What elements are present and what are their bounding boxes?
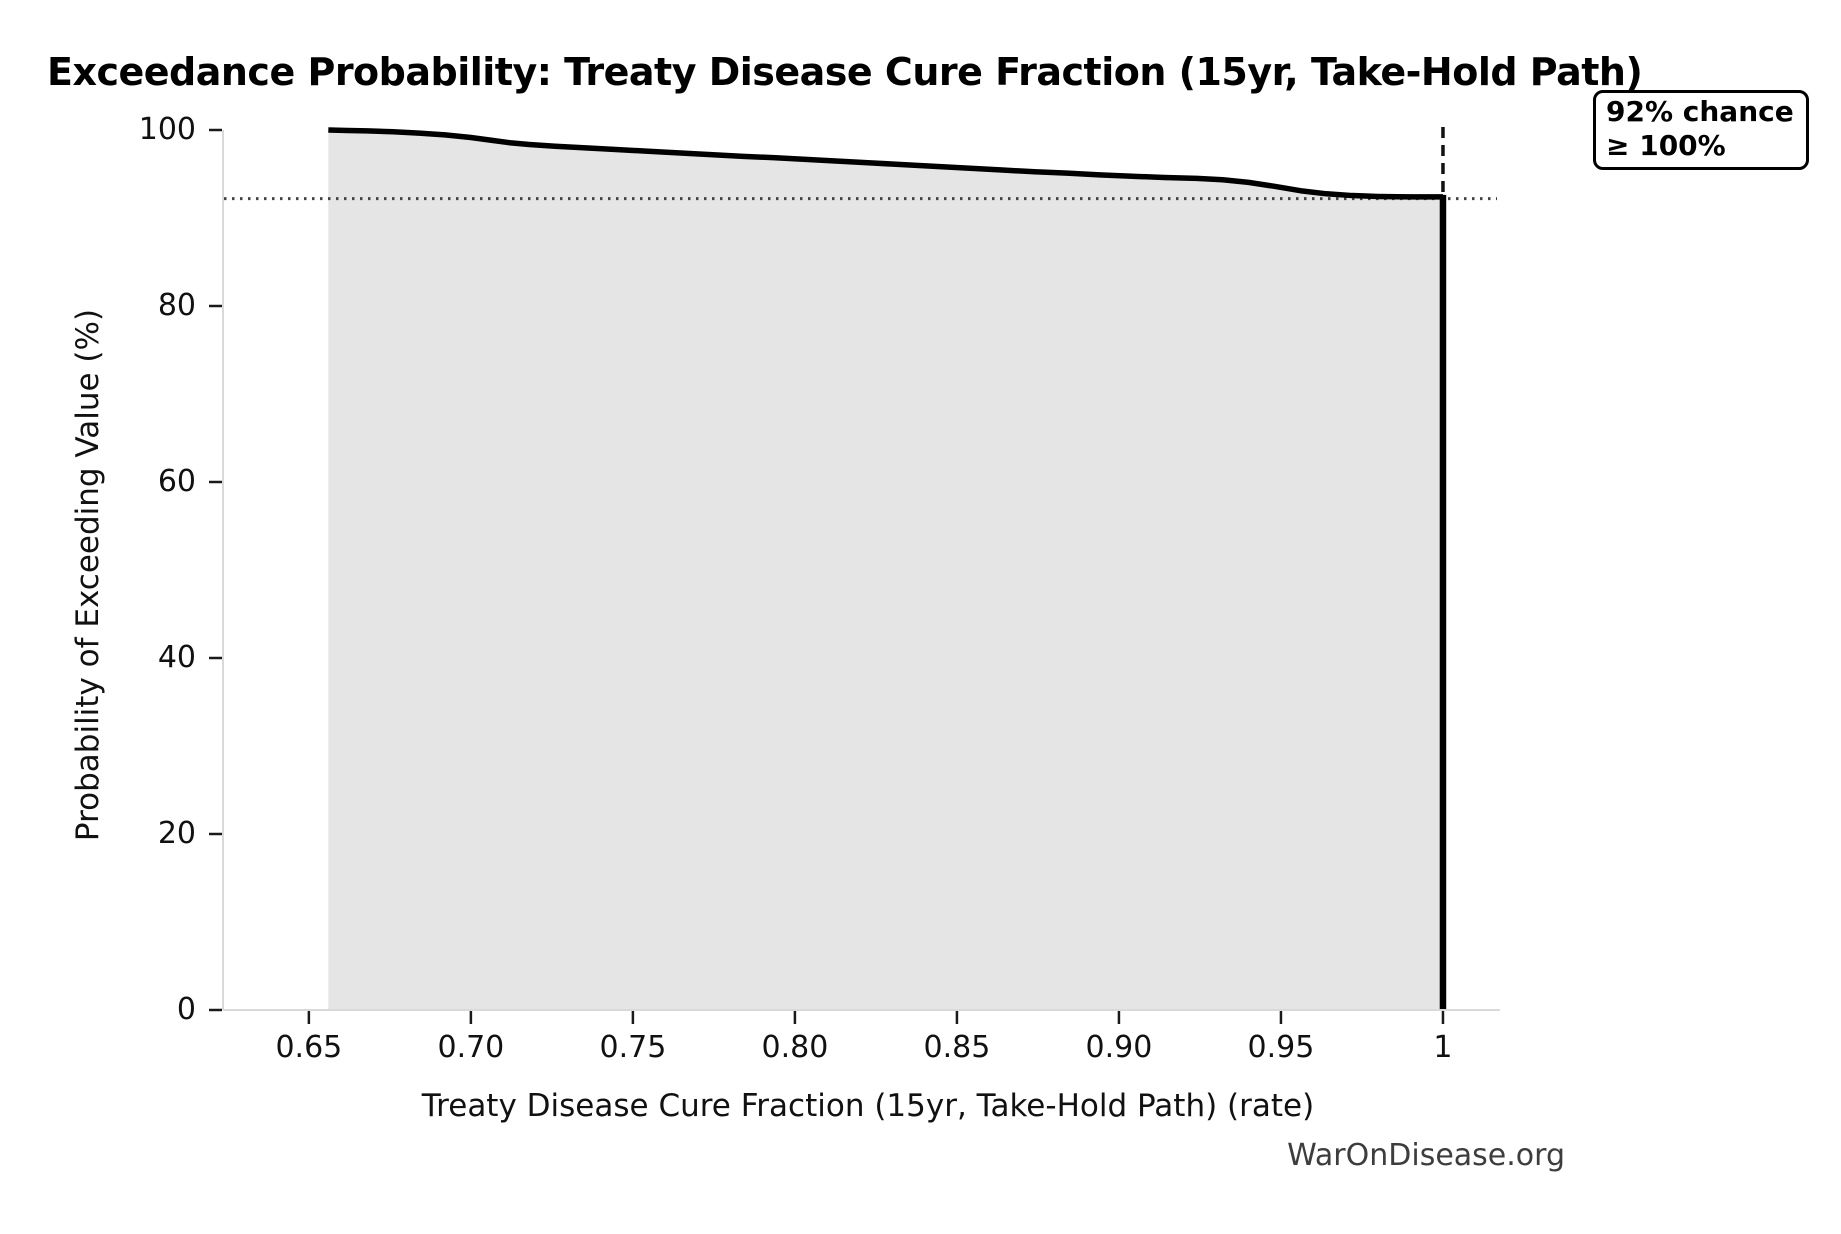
x-axis-label: Treaty Disease Cure Fraction (15yr, Take… bbox=[421, 1088, 1315, 1124]
y-tick-label: 40 bbox=[157, 640, 196, 675]
exceedance-curve bbox=[328, 127, 1443, 200]
y-axis-label: Probability of Exceeding Value (%) bbox=[70, 308, 106, 842]
x-tick-label: 0.70 bbox=[437, 1030, 505, 1065]
annotation-line1: 92% chance bbox=[1606, 95, 1794, 128]
x-tick-label: 0.85 bbox=[923, 1030, 991, 1065]
x-tick-label: 1 bbox=[1433, 1030, 1453, 1065]
y-tick-label: 80 bbox=[157, 288, 196, 323]
x-tick-label: 0.90 bbox=[1085, 1030, 1153, 1065]
y-tick-label: 60 bbox=[157, 464, 196, 499]
watermark: WarOnDisease.org bbox=[1287, 1138, 1565, 1173]
x-tick-label: 0.75 bbox=[599, 1030, 667, 1065]
annotation-box: 92% chance ≥ 100% bbox=[1593, 90, 1809, 170]
y-tick-label: 0 bbox=[176, 992, 196, 1027]
y-tick-label: 100 bbox=[138, 112, 196, 147]
annotation-line2: ≥ 100% bbox=[1606, 129, 1726, 162]
y-tick-label: 20 bbox=[157, 816, 196, 851]
exceedance-area-fill bbox=[328, 130, 1443, 1010]
chart-title: Exceedance Probability: Treaty Disease C… bbox=[47, 50, 1643, 94]
x-tick-label: 0.95 bbox=[1247, 1030, 1315, 1065]
x-tick-label: 0.80 bbox=[761, 1030, 829, 1065]
x-tick-label: 0.65 bbox=[275, 1030, 343, 1065]
